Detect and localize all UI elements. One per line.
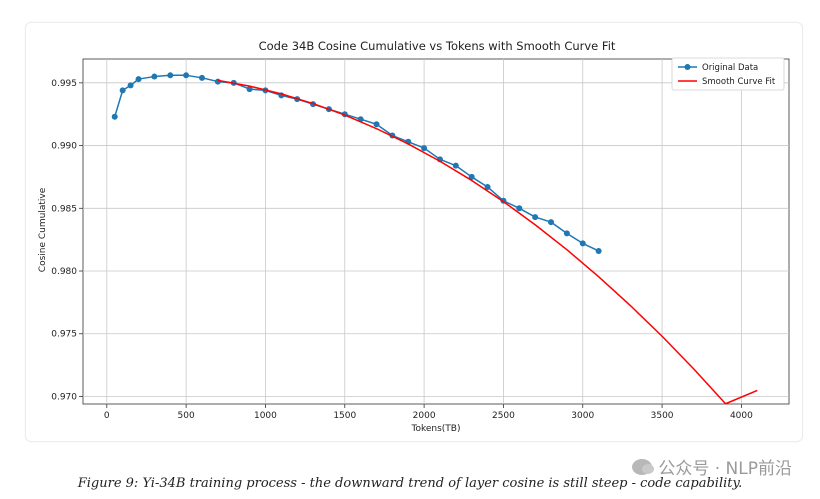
- data-point: [468, 173, 475, 180]
- x-tick-label: 3000: [571, 411, 594, 421]
- x-tick-label: 0: [104, 411, 110, 421]
- y-tick-label: 0.985: [51, 204, 77, 214]
- y-tick-label: 0.995: [51, 79, 77, 89]
- series-fit-line: [217, 79, 758, 405]
- y-tick-label: 0.975: [51, 330, 77, 340]
- data-point: [373, 121, 380, 128]
- data-point: [198, 74, 205, 81]
- data-point: [532, 214, 539, 221]
- data-point: [127, 82, 134, 89]
- series-layer: [111, 72, 758, 405]
- x-tick-label: 4000: [730, 411, 753, 421]
- watermark-text: 公众号 · NLP前沿: [658, 459, 792, 479]
- data-point: [214, 78, 221, 85]
- legend-marker-original: [684, 64, 691, 70]
- y-tick-label: 0.970: [51, 392, 77, 402]
- grid-lines: [83, 59, 789, 404]
- data-point: [516, 205, 523, 212]
- legend: Original Data Smooth Curve Fit: [671, 57, 785, 91]
- data-point: [595, 247, 602, 254]
- data-point: [484, 183, 491, 190]
- data-point: [452, 162, 459, 169]
- data-point: [421, 145, 428, 152]
- x-axis-label: Tokens(TB): [411, 424, 461, 434]
- legend-label-original: Original Data: [702, 63, 758, 73]
- data-point: [151, 73, 158, 80]
- y-tick-label: 0.990: [51, 142, 77, 152]
- y-axis-ticks: 0.970 0.975 0.980 0.985 0.990 0.995: [51, 79, 83, 402]
- y-tick-label: 0.980: [51, 267, 77, 277]
- x-tick-label: 1500: [333, 411, 356, 421]
- legend-label-fit: Smooth Curve Fit: [702, 77, 776, 87]
- data-point: [111, 113, 118, 120]
- figure-caption: Figure 9: Yi-34B training process - the …: [77, 476, 743, 491]
- legend-box: [671, 57, 785, 91]
- wechat-icon: [632, 458, 655, 475]
- data-point: [246, 86, 253, 93]
- data-point: [119, 87, 126, 94]
- watermark: 公众号 · NLP前沿: [632, 454, 792, 479]
- data-point: [135, 76, 142, 83]
- x-tick-label: 500: [178, 411, 195, 421]
- data-point: [167, 72, 174, 79]
- x-axis-ticks: 0 500 1000 1500 2000 2500 3000 3500 4000: [104, 404, 753, 421]
- x-tick-label: 2000: [413, 411, 436, 421]
- data-point: [579, 240, 586, 247]
- data-point: [183, 72, 190, 79]
- data-point: [563, 230, 570, 237]
- y-axis-label: Cosine Cumulative: [38, 187, 48, 272]
- x-tick-label: 3500: [651, 411, 674, 421]
- data-point: [548, 219, 555, 226]
- plot-area: [82, 58, 790, 405]
- x-tick-label: 1000: [254, 411, 277, 421]
- chart-title: Code 34B Cosine Cumulative vs Tokens wit…: [259, 39, 616, 53]
- x-tick-label: 2500: [492, 411, 515, 421]
